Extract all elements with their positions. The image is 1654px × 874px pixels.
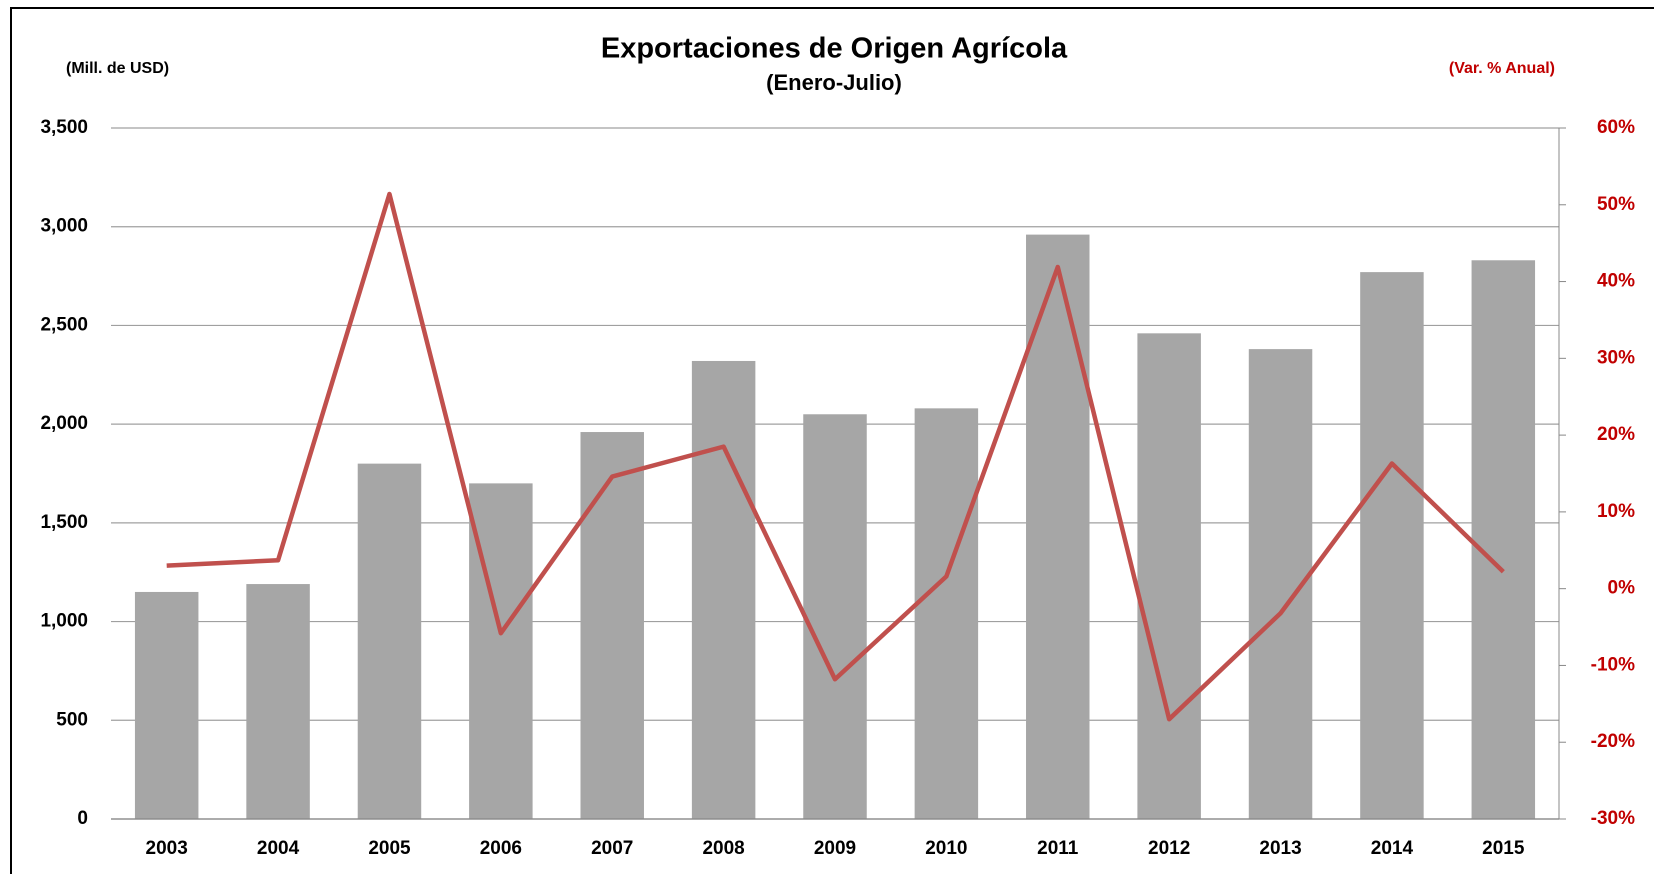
bar — [1471, 260, 1536, 820]
y2-tick-label: 30% — [1597, 347, 1635, 368]
bar — [469, 483, 533, 819]
y2-tick-label: 0% — [1608, 578, 1636, 599]
y-axis-label: (Mill. de USD) — [66, 60, 169, 77]
x-tick-label: 2014 — [1371, 838, 1414, 859]
y2-tick-label: 20% — [1597, 424, 1635, 445]
bar — [246, 584, 310, 819]
bar — [580, 432, 644, 819]
bar — [691, 360, 756, 819]
chart-border — [10, 7, 1654, 874]
x-tick-label: 2008 — [702, 838, 744, 859]
y2-tick-label: 50% — [1597, 194, 1635, 215]
y2-tick-label: -30% — [1591, 808, 1635, 829]
y-tick-label: 0 — [77, 808, 88, 829]
y-tick-label: 2,000 — [40, 413, 88, 434]
bar — [134, 591, 199, 819]
x-tick-label: 2006 — [480, 838, 522, 859]
y-tick-label: 1,000 — [40, 611, 88, 632]
y-tick-label: 3,000 — [40, 216, 88, 237]
x-tick-label: 2003 — [146, 838, 188, 859]
chart-subtitle: (Enero-Julio) — [766, 70, 902, 95]
x-tick-label: 2011 — [1037, 838, 1079, 859]
y2-axis-label: (Var. % Anual) — [1449, 60, 1555, 77]
x-tick-label: 2007 — [591, 838, 633, 859]
bar — [803, 414, 867, 819]
y2-tick-label: 40% — [1597, 271, 1635, 292]
y2-tick-label: -20% — [1591, 731, 1635, 752]
x-tick-label: 2009 — [814, 838, 856, 859]
y-tick-label: 500 — [56, 709, 88, 730]
y-tick-label: 1,500 — [40, 512, 88, 533]
x-tick-label: 2005 — [368, 838, 411, 859]
bar — [357, 463, 422, 819]
chart-title: Exportaciones de Origen Agrícola — [601, 33, 1068, 65]
y2-tick-label: -10% — [1591, 654, 1635, 675]
line — [166, 191, 1505, 722]
bar — [1360, 272, 1424, 819]
y-tick-label: 3,500 — [40, 117, 88, 138]
x-tick-label: 2015 — [1482, 838, 1525, 859]
y2-tick-label: 10% — [1597, 501, 1635, 522]
bar — [1137, 333, 1201, 819]
x-tick-label: 2012 — [1148, 838, 1190, 859]
x-tick-label: 2010 — [925, 838, 967, 859]
bar — [914, 408, 979, 819]
x-tick-label: 2004 — [257, 838, 300, 859]
x-tick-label: 2013 — [1259, 838, 1301, 859]
y2-tick-label: 60% — [1597, 117, 1635, 138]
y-tick-label: 2,500 — [40, 314, 88, 335]
